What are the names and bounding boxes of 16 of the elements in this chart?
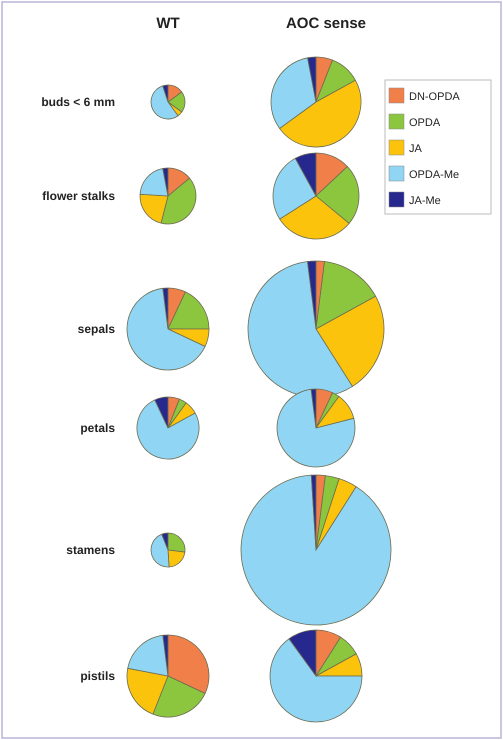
text: WT xyxy=(156,15,180,32)
text: buds < 6 mm xyxy=(41,95,115,109)
text: sepals xyxy=(78,322,116,336)
text: AOC sense xyxy=(286,15,366,32)
pie-slice xyxy=(126,288,206,370)
legend-label: JA-Me xyxy=(409,195,441,207)
legend-label: DN-OPDA xyxy=(409,91,460,103)
legend-label: OPDA-Me xyxy=(409,169,460,181)
legend-label: JA xyxy=(409,143,422,155)
legend-label: OPDA xyxy=(409,117,441,129)
pie-slice xyxy=(136,400,200,460)
text: petals xyxy=(80,421,116,435)
pie-slice xyxy=(240,474,392,626)
text: flower stalks xyxy=(42,189,116,203)
text: pistils xyxy=(80,669,116,683)
text: stamens xyxy=(66,543,116,557)
